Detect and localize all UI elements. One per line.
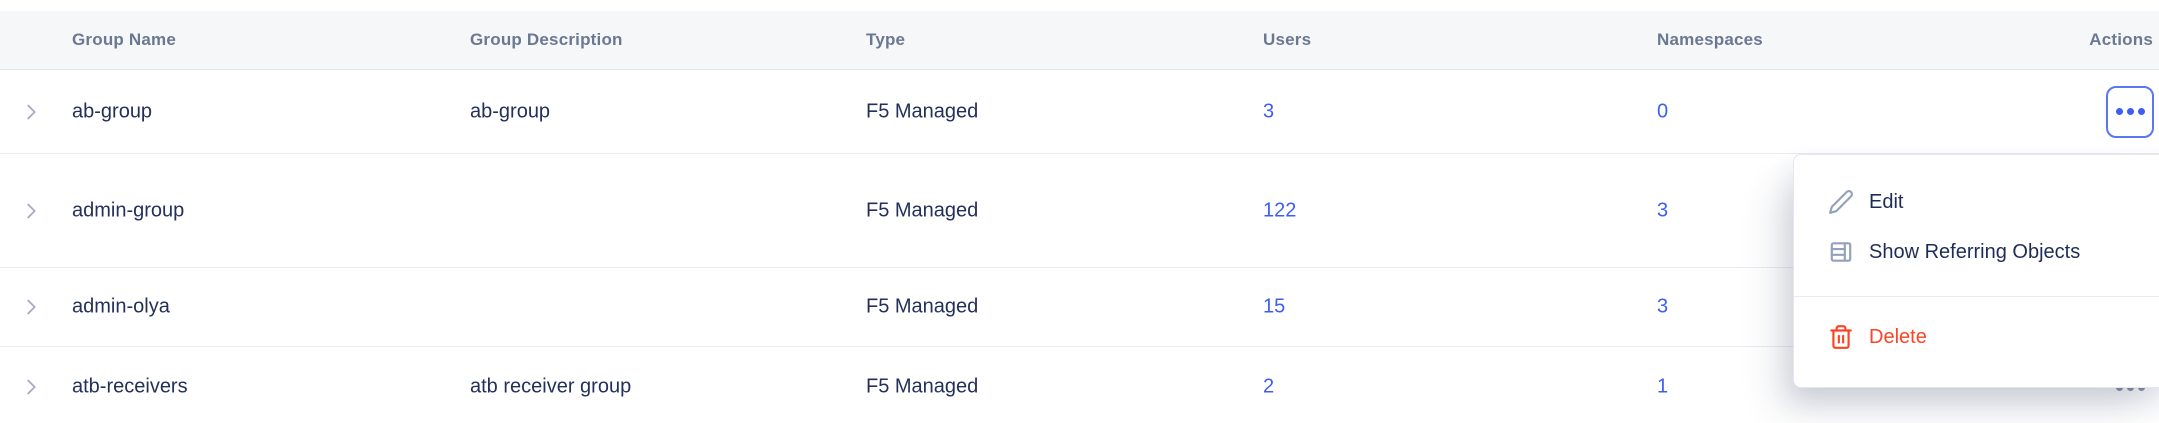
namespaces-count-link[interactable]: 3 — [1657, 295, 1669, 318]
group-type-cell: F5 Managed — [866, 375, 979, 398]
namespaces-count-link[interactable]: 0 — [1657, 100, 1669, 122]
row-expand-chevron-icon[interactable] — [20, 296, 42, 318]
referring-objects-table-icon — [1828, 239, 1854, 265]
column-header-actions: Actions — [2089, 30, 2153, 49]
column-header-users: Users — [1263, 30, 1312, 49]
group-name-cell: admin-group — [72, 199, 185, 221]
column-header-namespaces: Namespaces — [1657, 30, 1763, 49]
group-description-cell: atb receiver group — [470, 375, 632, 398]
group-name-cell: ab-group — [72, 100, 153, 122]
menu-item-label: Delete — [1869, 325, 1927, 348]
menu-item-label: Edit — [1869, 190, 1904, 213]
group-description-cell: ab-group — [470, 100, 551, 122]
row-expand-chevron-icon[interactable] — [20, 101, 42, 123]
menu-item-edit[interactable]: Edit — [1794, 177, 2159, 227]
menu-item-show-referring-objects[interactable]: Show Referring Objects — [1794, 227, 2159, 277]
table-row: ab-group ab-group F5 Managed 3 0 — [0, 70, 2159, 154]
column-header-group-name: Group Name — [72, 30, 177, 49]
row-actions-context-menu: Edit Show Referring Objects Delete — [1793, 154, 2159, 388]
page-top-spacer — [0, 0, 2159, 11]
menu-item-delete[interactable]: Delete — [1794, 312, 2159, 362]
group-name-cell: admin-olya — [72, 295, 170, 318]
trash-icon — [1828, 324, 1854, 350]
namespaces-count-link[interactable]: 1 — [1657, 375, 1669, 398]
row-expand-chevron-icon[interactable] — [20, 200, 42, 222]
group-name-cell: atb-receivers — [72, 375, 188, 398]
namespaces-count-link[interactable]: 3 — [1657, 199, 1669, 221]
group-type-cell: F5 Managed — [866, 295, 979, 318]
group-type-cell: F5 Managed — [866, 100, 979, 122]
table-header: Group Name Group Description Type Users … — [0, 11, 2159, 70]
ellipsis-icon — [2115, 108, 2123, 115]
column-header-group-description: Group Description — [470, 30, 623, 49]
row-actions-ellipsis-button[interactable] — [2106, 85, 2154, 138]
pencil-icon — [1828, 189, 1854, 215]
users-count-link[interactable]: 3 — [1263, 100, 1275, 122]
menu-item-label: Show Referring Objects — [1869, 240, 2081, 263]
menu-divider — [1794, 296, 2159, 297]
group-type-cell: F5 Managed — [866, 199, 979, 221]
column-header-type: Type — [866, 30, 906, 49]
users-count-link[interactable]: 122 — [1263, 199, 1297, 221]
row-expand-chevron-icon[interactable] — [20, 376, 42, 398]
users-count-link[interactable]: 15 — [1263, 295, 1286, 318]
users-count-link[interactable]: 2 — [1263, 375, 1275, 398]
